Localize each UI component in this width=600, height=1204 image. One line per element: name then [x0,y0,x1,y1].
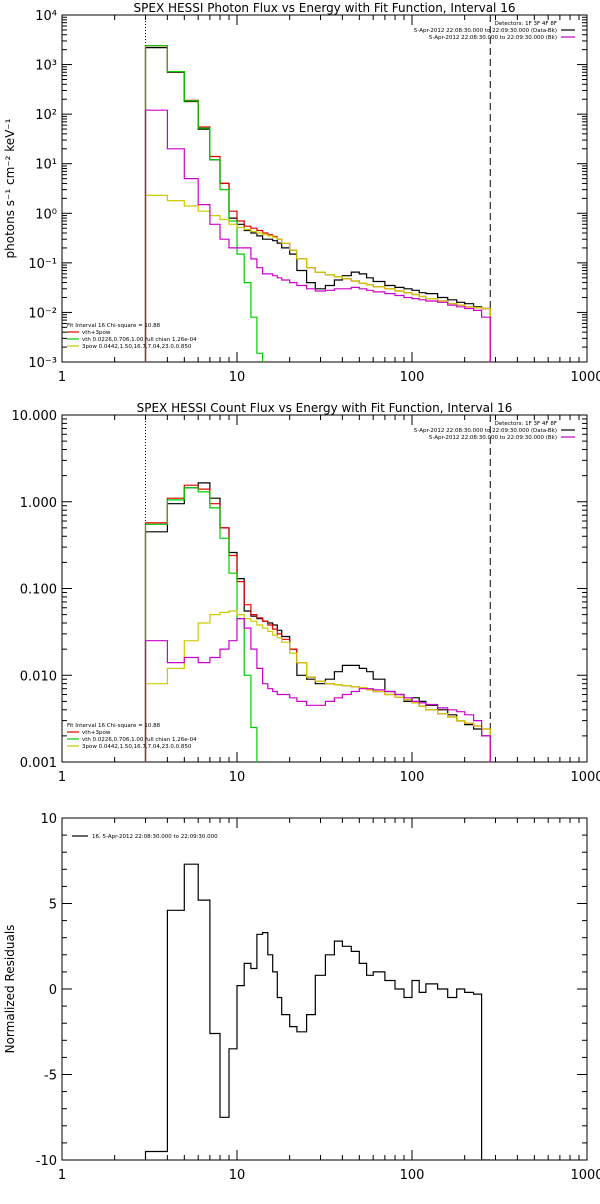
y-tick-label: 10² [35,108,57,123]
y-tick-label: 10⁰ [35,207,57,222]
series-3pow-line [146,611,491,762]
series-observed-line [146,48,491,362]
y-tick-label: 0.001 [20,756,57,771]
y-tick-label: 5 [49,898,57,913]
fit-legend-title: Fit Interval 16 Chi-square = 10.88 [67,323,161,329]
x-tick-label: 1000 [570,770,600,785]
y-tick-label: 0.100 [20,583,57,598]
chart-panel-3: 1 10 100 1000 -10 -5 0 5 10 Normalized Residuals 1… [3,812,600,1183]
chart-title: SPEX HESSI Count Flux vs Energy with Fit… [137,401,513,415]
plot-frame [62,818,587,1160]
fit-legend-text: 3pow 0.0442,1.50,16.7,7.04,23.0,0.850 [82,344,192,350]
y-axis-label: Normalized Residuals [3,925,17,1054]
series-vth-line [146,46,263,362]
x-tick-label: 1000 [570,370,600,385]
y-tick-label: 10⁻² [28,306,57,321]
series-total_fit-line [146,485,491,762]
fit-legend-title: Fit Interval 16 Chi-square = 10.88 [67,723,161,729]
x-tick-label: 100 [400,770,425,785]
fit-legend-text: vth+3pow [82,330,111,336]
y-tick-label: 10⁻³ [28,356,57,371]
x-tick-label: 1 [58,1168,66,1183]
header-legend-text: 5-Apr-2012 22:08:30.000 to 22:09:30.000 … [414,28,557,34]
header-legend-text: 5-Apr-2012 22:08:30.000 to 22:09:30.000 … [429,35,557,41]
series-total_fit-line [146,46,491,362]
header-legend-text: 5-Apr-2012 22:08:30.000 to 22:09:30.000 … [429,435,557,441]
y-axis-label: photons s⁻¹ cm⁻² keV⁻¹ [3,118,17,258]
header-legend-text: Detectors: 1F 3F 4F 8F [495,21,557,27]
y-tick-label: 10 [40,812,57,827]
fit-legend-text: 3pow 0.0442,1.50,16.7,7.04,23.0,0.850 [82,744,192,750]
x-tick-label: 100 [400,1168,425,1183]
chart-title: SPEX HESSI Photon Flux vs Energy with Fi… [134,1,516,15]
y-tick-label: 0.010 [20,669,57,684]
header-legend-text: 5-Apr-2012 22:08:30.000 to 22:09:30.000 … [414,428,557,434]
fit-legend-text: vth 0.0226,0.706,1.00 full chian 1.26e-0… [82,337,197,343]
series-vth-line [146,488,263,771]
fit-legend-text: vth+3pow [82,730,111,736]
chart-panel-1: SPEX HESSI Photon Flux vs Energy with Fi… [3,1,600,385]
y-tick-label: -10 [36,1154,57,1169]
x-tick-label: 1 [58,770,66,785]
y-tick-label: 0 [49,983,57,998]
series-observed-line [146,483,491,762]
y-tick-label: 10⁻¹ [28,257,57,272]
x-tick-label: 10 [229,370,246,385]
plot-frame [62,15,587,362]
x-tick-label: 10 [229,770,246,785]
fit-legend-text: vth 0.0226,0.706,1.00 full chian 1.26e-0… [82,737,197,743]
y-tick-label: 10.000 [12,409,58,424]
y-tick-label: -5 [44,1069,57,1084]
header-legend-text: 16. 5-Apr-2012 22:08:30.000 to 22:09:30.… [92,834,218,840]
series-observed-line [146,864,491,1160]
chart-panel-2: SPEX HESSI Count Flux vs Energy with Fit… [12,401,600,785]
y-tick-label: 10⁴ [35,9,57,24]
series-background-line [146,110,491,362]
x-tick-label: 1000 [570,1168,600,1183]
x-tick-label: 1 [58,370,66,385]
x-tick-label: 10 [229,1168,246,1183]
header-legend-text: Detectors: 1F 3F 4F 8F [495,421,557,427]
plot-frame [62,415,587,762]
y-tick-label: 1.000 [20,496,57,511]
y-tick-label: 10¹ [35,158,57,173]
x-tick-label: 100 [400,370,425,385]
series-3pow-line [146,195,491,362]
y-tick-label: 10³ [35,59,57,74]
